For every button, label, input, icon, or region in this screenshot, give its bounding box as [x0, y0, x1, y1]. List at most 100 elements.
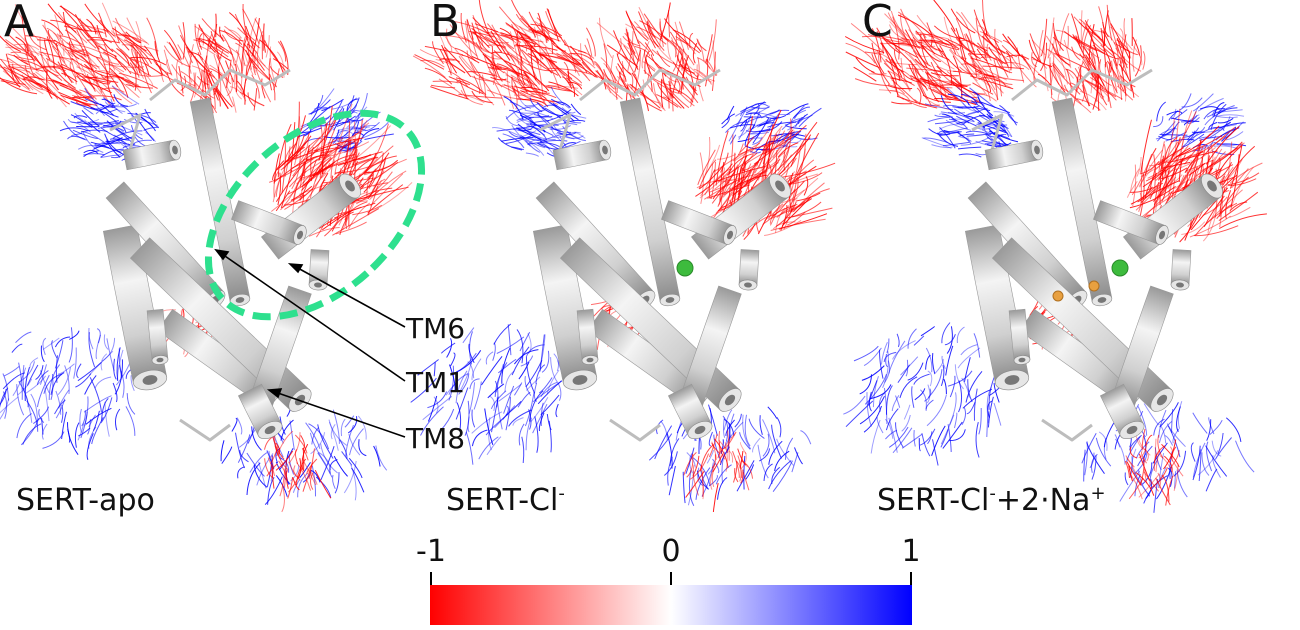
force-line — [350, 464, 357, 501]
force-line — [1110, 23, 1130, 59]
force-line — [854, 78, 890, 87]
force-line — [913, 335, 925, 346]
force-line — [910, 75, 928, 91]
force-line — [1143, 403, 1160, 426]
force-line — [456, 402, 462, 432]
force-line — [918, 438, 921, 452]
force-line — [209, 67, 232, 85]
force-line — [525, 417, 532, 451]
force-line — [5, 46, 44, 57]
force-line — [763, 463, 773, 481]
force-line — [113, 72, 142, 88]
force-line — [171, 64, 196, 87]
force-line — [131, 48, 145, 71]
force-line — [60, 5, 90, 38]
force-line — [1113, 41, 1119, 69]
force-line — [563, 43, 587, 54]
force-line — [245, 25, 254, 47]
force-line — [1203, 108, 1226, 120]
force-line — [57, 61, 73, 84]
force-line — [197, 52, 216, 78]
force-line — [454, 48, 478, 76]
force-line — [198, 32, 203, 50]
force-line — [692, 457, 711, 486]
force-line — [123, 34, 141, 44]
force-line — [737, 448, 747, 466]
helix-cap-hole — [1097, 297, 1107, 303]
force-line — [1049, 57, 1053, 96]
force-line — [789, 198, 812, 213]
force-line — [537, 111, 550, 118]
force-line — [278, 146, 305, 169]
force-line — [899, 376, 918, 399]
force-line — [1115, 43, 1138, 56]
force-line — [1137, 406, 1148, 436]
force-line — [949, 392, 957, 426]
force-line — [486, 31, 514, 41]
force-line — [561, 52, 580, 76]
force-line — [126, 393, 136, 415]
helix-cap-hole — [1004, 375, 1020, 385]
force-line — [256, 453, 274, 486]
force-line — [310, 472, 314, 490]
force-line — [665, 74, 679, 83]
force-line — [99, 54, 120, 65]
force-line — [1125, 455, 1135, 468]
force-line — [527, 63, 556, 72]
force-line — [53, 55, 73, 65]
helix-cylinder — [667, 383, 713, 440]
force-line — [364, 121, 380, 132]
force-line — [901, 433, 923, 449]
force-line — [918, 39, 950, 46]
force-line — [198, 37, 234, 56]
force-line — [114, 55, 127, 71]
force-line — [1144, 448, 1149, 462]
force-line — [356, 126, 368, 133]
force-line — [956, 121, 970, 124]
force-line — [750, 129, 770, 153]
force-line — [1167, 425, 1181, 458]
tm8-label: TM8 — [406, 422, 466, 455]
force-line — [782, 130, 802, 148]
force-line — [668, 465, 676, 496]
force-line — [921, 433, 931, 457]
force-line — [719, 180, 764, 210]
force-line — [54, 340, 64, 369]
force-line — [676, 38, 696, 55]
helix-cylinder — [189, 97, 251, 307]
force-line — [302, 447, 305, 472]
force-line — [510, 54, 541, 85]
force-line — [119, 141, 136, 146]
force-line — [461, 54, 480, 64]
force-line — [274, 445, 289, 471]
helix-cap-hole — [694, 425, 706, 435]
force-line — [53, 32, 65, 56]
force-line — [945, 119, 972, 131]
force-line — [884, 13, 916, 44]
force-line — [163, 45, 191, 68]
force-line — [721, 113, 736, 125]
force-line — [208, 80, 227, 107]
force-line — [1126, 461, 1142, 486]
force-line — [15, 331, 32, 344]
force-line — [61, 72, 78, 83]
force-line — [982, 0, 989, 37]
force-line — [197, 25, 202, 48]
force-line — [1218, 213, 1267, 230]
force-line — [502, 133, 525, 149]
force-line — [252, 42, 257, 62]
force-line — [660, 420, 668, 440]
helix-cap-hole — [726, 230, 734, 240]
force-line — [1149, 166, 1157, 190]
force-line — [503, 71, 535, 95]
force-line — [1188, 132, 1199, 144]
force-line — [135, 21, 142, 55]
force-line — [652, 40, 675, 64]
force-line — [163, 49, 173, 76]
force-line — [916, 87, 922, 105]
helix-cylinder — [231, 200, 307, 245]
force-line — [1111, 60, 1118, 92]
force-line — [491, 45, 503, 82]
force-line — [123, 39, 153, 64]
force-line — [106, 139, 121, 158]
